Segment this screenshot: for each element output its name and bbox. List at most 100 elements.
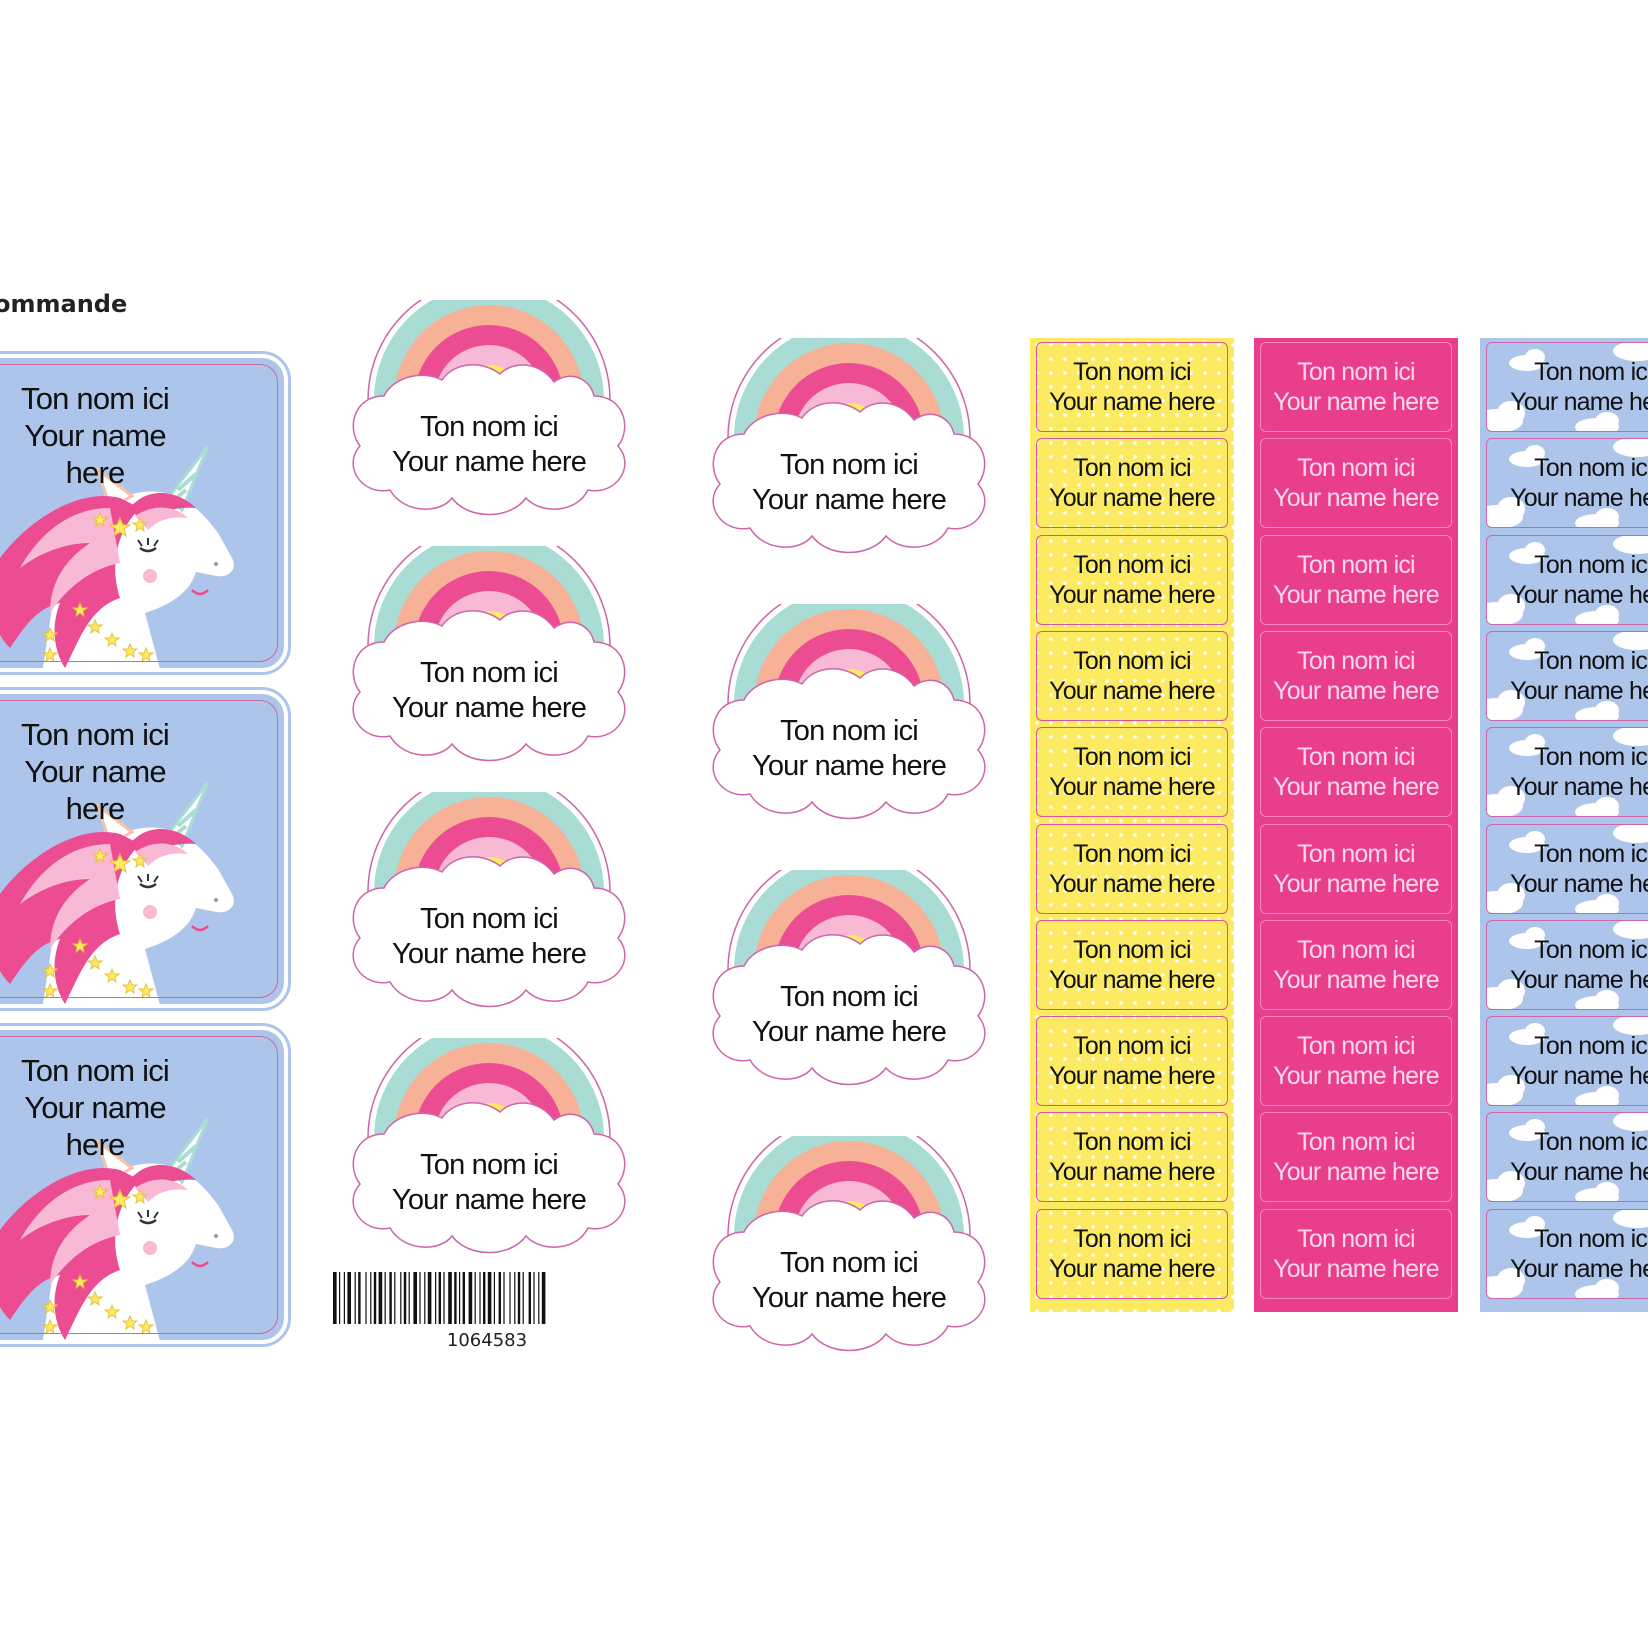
label-line-english: Your name here	[1273, 965, 1440, 994]
label-line-french: Ton nom ici	[1073, 646, 1191, 675]
label-line-french: Ton nom ici	[1297, 454, 1415, 483]
label-line-english: Your name here	[391, 1183, 587, 1216]
unicorn-icon	[0, 781, 234, 1004]
name-label: Ton nom ici Your name here	[1486, 823, 1648, 914]
cloud-pattern-icon	[1487, 631, 1648, 720]
rainbow-cloud-label: Ton nom ici Your name here	[344, 792, 634, 1014]
label-line-french: Ton nom ici	[1297, 1128, 1415, 1157]
label-line-english: Your name here	[1273, 484, 1440, 513]
label-line-english: Your name here	[1049, 1158, 1216, 1187]
label-line-english: Your name here	[1273, 869, 1440, 898]
label-line-english: Your name here	[1510, 580, 1648, 609]
name-label: Ton nom ici Your name here	[1036, 823, 1228, 914]
label-text: Ton nom ici Your name here	[0, 716, 190, 828]
label-text: Ton nom ici Your name here	[0, 1052, 190, 1164]
label-text: Ton nom ici Your name here	[1273, 453, 1440, 513]
label-line-french: Ton nom ici	[1297, 1032, 1415, 1061]
page-heading: ommande	[0, 290, 128, 318]
name-label: Ton nom ici Your name here	[1486, 534, 1648, 625]
label-line-french: Ton nom ici	[1534, 454, 1648, 483]
label-line-french: Ton nom ici	[1073, 454, 1191, 483]
label-line-french: Ton nom ici	[1534, 935, 1648, 964]
label-line-english: Your name here	[751, 483, 947, 516]
barcode-bar	[503, 1272, 505, 1324]
label-line-english: Your name here	[1049, 1062, 1216, 1091]
name-label: Ton nom ici Your name here	[1260, 342, 1452, 432]
barcode-bar	[347, 1272, 351, 1324]
label-border	[0, 1036, 278, 1334]
rainbow-cloud-label: Ton nom ici Your name here	[704, 1136, 994, 1358]
label-text: Ton nom ici Your name here	[1049, 1224, 1216, 1284]
name-label: Ton nom ici Your name here	[1036, 438, 1228, 529]
label-line-french: Ton nom ici	[1297, 935, 1415, 964]
label-text: Ton nom ici Your name here	[1049, 935, 1216, 995]
label-line-english: Your name here	[1273, 388, 1440, 416]
barcode-bar	[533, 1272, 535, 1324]
label-text: Ton nom ici Your name here	[704, 448, 994, 518]
label-line-french: Ton nom ici	[1297, 839, 1415, 868]
label-line-french: Ton nom ici	[1534, 743, 1648, 772]
unicorn-label: Ton nom ici Your name here	[0, 687, 291, 1011]
name-label: Ton nom ici Your name here	[1036, 342, 1228, 432]
barcode-bar	[339, 1272, 341, 1324]
label-line-french: Ton nom ici	[420, 657, 559, 689]
rainbow-cloud-icon	[712, 1136, 986, 1352]
label-text: Ton nom ici Your name here	[1510, 1127, 1648, 1187]
label-text: Ton nom ici Your name here	[1510, 935, 1648, 995]
label-line-english: Your name here	[24, 754, 166, 827]
label-text: Ton nom ici Your name here	[1510, 357, 1648, 417]
cloud-pattern-icon	[1487, 535, 1648, 624]
label-line-french: Ton nom ici	[420, 903, 559, 935]
label-line-english: Your name here	[391, 691, 587, 724]
rainbow-cloud-label: Ton nom ici Your name here	[704, 870, 994, 1092]
label-line-english: Your name here	[751, 1281, 947, 1314]
label-line-english: Your name here	[1510, 676, 1648, 705]
name-label: Ton nom ici Your name here	[1260, 919, 1452, 1010]
barcode-bar	[498, 1272, 501, 1324]
label-line-french: Ton nom ici	[1297, 358, 1415, 386]
barcode-bar	[394, 1272, 396, 1324]
barcode-bar	[514, 1272, 516, 1324]
label-text: Ton nom ici Your name here	[1273, 839, 1440, 899]
barcode-bar	[400, 1272, 402, 1324]
rainbow-cloud-label: Ton nom ici Your name here	[344, 546, 634, 768]
rainbow-cloud-icon	[712, 870, 986, 1086]
barcode-bar	[384, 1272, 386, 1324]
label-line-english: Your name here	[24, 1090, 166, 1163]
label-text: Ton nom ici Your name here	[1510, 742, 1648, 802]
label-line-english: Your name here	[1510, 869, 1648, 898]
label-line-english: Your name here	[1049, 484, 1216, 513]
label-line-english: Your name here	[391, 445, 587, 478]
label-line-french: Ton nom ici	[21, 381, 170, 416]
rainbow-cloud-icon	[352, 1038, 626, 1254]
label-line-english: Your name here	[1049, 676, 1216, 705]
label-line-english: Your name here	[1273, 773, 1440, 802]
label-text: Ton nom ici Your name here	[704, 980, 994, 1050]
label-line-french: Ton nom ici	[1073, 743, 1191, 772]
label-text: Ton nom ici Your name here	[344, 410, 634, 480]
label-text: Ton nom ici Your name here	[1049, 1031, 1216, 1091]
label-text: Ton nom ici Your name here	[1273, 1224, 1440, 1284]
pink-label-strip: Ton nom ici Your name here Ton nom ici Y…	[1254, 338, 1458, 1312]
label-line-french: Ton nom ici	[780, 1247, 919, 1279]
name-label: Ton nom ici Your name here	[1260, 1112, 1452, 1203]
name-label: Ton nom ici Your name here	[1036, 534, 1228, 625]
barcode-number: 1064583	[446, 1330, 528, 1351]
cloud-pattern-icon	[1487, 439, 1648, 528]
label-line-english: Your name here	[1510, 1254, 1648, 1283]
label-line-english: Your name here	[1049, 965, 1216, 994]
label-text: Ton nom ici Your name here	[1510, 550, 1648, 610]
name-label: Ton nom ici Your name here	[1260, 630, 1452, 721]
rainbow-cloud-icon	[712, 604, 986, 820]
label-line-english: Your name here	[1273, 676, 1440, 705]
barcode-bar	[427, 1272, 432, 1324]
label-line-english: Your name here	[1510, 1158, 1648, 1187]
name-label: Ton nom ici Your name here	[1036, 727, 1228, 818]
label-line-french: Ton nom ici	[1073, 550, 1191, 579]
barcode-bar	[483, 1272, 486, 1324]
name-label: Ton nom ici Your name here	[1036, 630, 1228, 721]
barcode-bar	[435, 1272, 437, 1324]
label-text: Ton nom ici Your name here	[344, 1148, 634, 1218]
label-line-english: Your name here	[1049, 580, 1216, 609]
label-line-french: Ton nom ici	[1073, 935, 1191, 964]
